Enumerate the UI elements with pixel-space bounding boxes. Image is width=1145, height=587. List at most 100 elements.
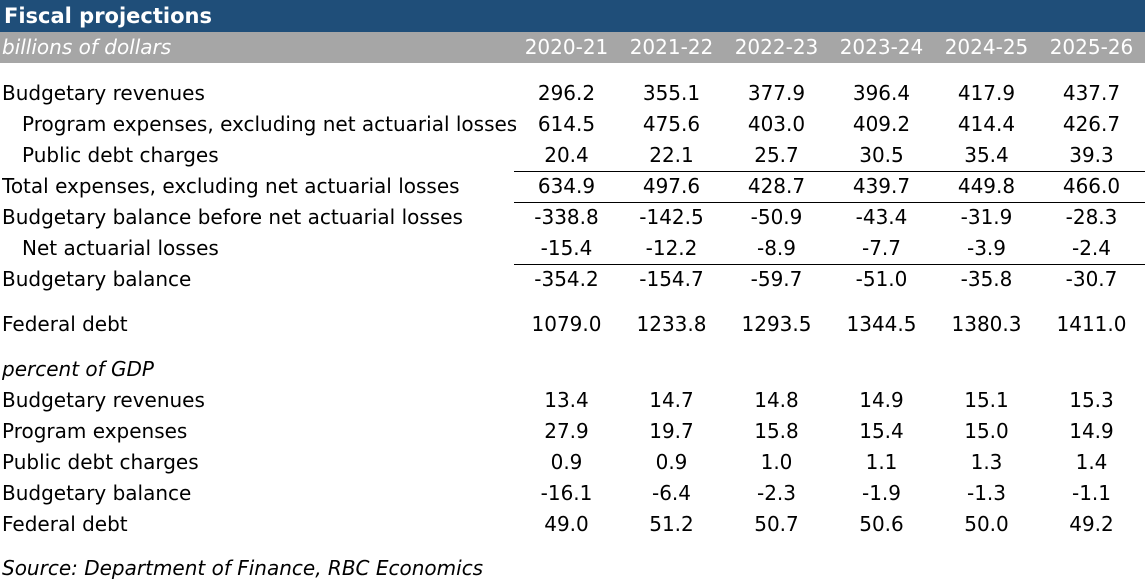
table-cell: 1.0 xyxy=(760,450,793,474)
table-cell: 409.2 xyxy=(852,112,911,136)
column-header-row: billions of dollars 2020-21 2021-22 2022… xyxy=(0,32,1145,63)
table-cell: -142.5 xyxy=(639,205,704,229)
table-cell: 466.0 xyxy=(1062,174,1121,198)
table-cell: -354.2 xyxy=(534,267,599,291)
table-cell: -31.9 xyxy=(960,205,1013,229)
table-cell: -1.3 xyxy=(966,481,1007,505)
row-label: Net actuarial losses xyxy=(22,236,219,260)
table-cell: 1293.5 xyxy=(741,312,812,336)
year-header: 2024-25 xyxy=(944,35,1029,59)
table-cell: 25.7 xyxy=(754,143,799,167)
row-label: Budgetary balance before net actuarial l… xyxy=(2,205,463,229)
table-row-federal-debt: Federal debt 1079.0 1233.8 1293.5 1344.5… xyxy=(0,309,1145,340)
row-label: Budgetary revenues xyxy=(2,81,205,105)
table-cell: 497.6 xyxy=(642,174,701,198)
table-row-public-debt-charges: Public debt charges 20.4 22.1 25.7 30.5 … xyxy=(0,140,1145,171)
row-label: Total expenses, excluding net actuarial … xyxy=(2,174,460,198)
table-cell: 355.1 xyxy=(642,81,701,105)
row-label: Public debt charges xyxy=(22,143,219,167)
table-cell: 15.3 xyxy=(1069,388,1114,412)
table-cell: 296.2 xyxy=(537,81,596,105)
table-cell: 437.7 xyxy=(1062,81,1121,105)
table-cell: 49.2 xyxy=(1069,512,1114,536)
table-cell: 428.7 xyxy=(747,174,806,198)
table-cell: 49.0 xyxy=(544,512,589,536)
table-cell: -7.7 xyxy=(861,236,902,260)
row-label: Federal debt xyxy=(2,512,128,536)
table-cell: 19.7 xyxy=(649,419,694,443)
table-row-budgetary-balance: Budgetary balance -354.2 -154.7 -59.7 -5… xyxy=(0,264,1145,295)
table-cell: 20.4 xyxy=(544,143,589,167)
table-row-gdp-program-expenses: Program expenses 27.9 19.7 15.8 15.4 15.… xyxy=(0,416,1145,447)
table-cell: 0.9 xyxy=(655,450,688,474)
table-cell: 15.1 xyxy=(964,388,1009,412)
table-cell: -59.7 xyxy=(750,267,803,291)
table-cell: 50.6 xyxy=(859,512,904,536)
table-cell: 14.9 xyxy=(859,388,904,412)
year-header: 2025-26 xyxy=(1049,35,1134,59)
table-row-program-expenses: Program expenses, excluding net actuaria… xyxy=(0,109,1145,140)
source-note: Source: Department of Finance, RBC Econo… xyxy=(2,556,484,580)
table-cell: 15.0 xyxy=(964,419,1009,443)
table-cell: 15.4 xyxy=(859,419,904,443)
table-cell: 1.3 xyxy=(970,450,1003,474)
table-cell: 1411.0 xyxy=(1056,312,1127,336)
row-label: Federal debt xyxy=(2,312,128,336)
table-cell: 417.9 xyxy=(957,81,1016,105)
table-cell: 27.9 xyxy=(544,419,589,443)
table-cell: 14.7 xyxy=(649,388,694,412)
row-label: Program expenses, excluding net actuaria… xyxy=(22,112,516,136)
table-cell: -2.4 xyxy=(1071,236,1112,260)
table-cell: -12.2 xyxy=(645,236,698,260)
table-row-budgetary-revenues: Budgetary revenues 296.2 355.1 377.9 396… xyxy=(0,78,1145,109)
table-cell: 35.4 xyxy=(964,143,1009,167)
table-cell: -338.8 xyxy=(534,205,599,229)
sum-rule xyxy=(514,202,1145,203)
table-cell: -43.4 xyxy=(855,205,908,229)
table-cell: 449.8 xyxy=(957,174,1016,198)
table-cell: 50.0 xyxy=(964,512,1009,536)
sum-rule xyxy=(514,171,1145,172)
sum-rule xyxy=(514,264,1145,265)
table-cell: 0.9 xyxy=(550,450,583,474)
table-cell: 14.8 xyxy=(754,388,799,412)
row-label: Budgetary balance xyxy=(2,481,192,505)
table-cell: -30.7 xyxy=(1065,267,1118,291)
table-row-net-actuarial-losses: Net actuarial losses -15.4 -12.2 -8.9 -7… xyxy=(0,233,1145,264)
table-cell: 403.0 xyxy=(747,112,806,136)
table-cell: 15.8 xyxy=(754,419,799,443)
table-cell: 22.1 xyxy=(649,143,694,167)
row-label: Public debt charges xyxy=(2,450,199,474)
table-row-gdp-federal-debt: Federal debt 49.0 51.2 50.7 50.6 50.0 49… xyxy=(0,509,1145,540)
table-cell: -35.8 xyxy=(960,267,1013,291)
table-row-gdp-revenues: Budgetary revenues 13.4 14.7 14.8 14.9 1… xyxy=(0,385,1145,416)
table-cell: 1079.0 xyxy=(531,312,602,336)
table-cell: -8.9 xyxy=(756,236,797,260)
table-cell: 439.7 xyxy=(852,174,911,198)
table-row-gdp-balance: Budgetary balance -16.1 -6.4 -2.3 -1.9 -… xyxy=(0,478,1145,509)
table-row-balance-before-actuarial: Budgetary balance before net actuarial l… xyxy=(0,202,1145,233)
year-header: 2021-22 xyxy=(629,35,714,59)
table-cell: 30.5 xyxy=(859,143,904,167)
table-cell: 13.4 xyxy=(544,388,589,412)
row-label: Budgetary revenues xyxy=(2,388,205,412)
year-header: 2023-24 xyxy=(839,35,924,59)
table-cell: 39.3 xyxy=(1069,143,1114,167)
table-cell: -28.3 xyxy=(1065,205,1118,229)
table-cell: 1344.5 xyxy=(846,312,917,336)
table-cell: 614.5 xyxy=(537,112,596,136)
table-cell: -2.3 xyxy=(756,481,797,505)
table-cell: 1.1 xyxy=(865,450,898,474)
table-cell: -16.1 xyxy=(540,481,593,505)
table-cell: -15.4 xyxy=(540,236,593,260)
units-label: billions of dollars xyxy=(2,35,172,59)
table-cell: -1.9 xyxy=(861,481,902,505)
table-cell: 1233.8 xyxy=(636,312,707,336)
table-cell: 1380.3 xyxy=(951,312,1022,336)
table-cell: -1.1 xyxy=(1071,481,1112,505)
section-label-gdp: percent of GDP xyxy=(2,357,154,381)
table-cell: 51.2 xyxy=(649,512,694,536)
year-header: 2020-21 xyxy=(524,35,609,59)
table-cell: -50.9 xyxy=(750,205,803,229)
table-cell: -3.9 xyxy=(966,236,1007,260)
